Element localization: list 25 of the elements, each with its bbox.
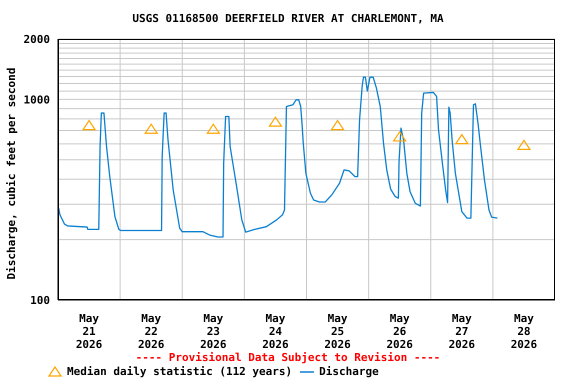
- x-tick-label: May 28 2026: [510, 312, 538, 351]
- point: [455, 134, 468, 144]
- point: [206, 124, 220, 134]
- x-tick-label: May 22 2026: [138, 312, 165, 351]
- x-tick-label: May 24 2026: [262, 312, 290, 351]
- legend-label: Discharge: [319, 365, 379, 378]
- x-tick-label: May 26 2026: [386, 312, 414, 351]
- text: ---- Provisional Data Subject to Revision ----: [134, 351, 442, 364]
- point: [517, 140, 531, 150]
- y-tick-label: 1000: [24, 93, 50, 106]
- point: [268, 116, 282, 127]
- line-series: [58, 76, 498, 238]
- point: [330, 120, 344, 130]
- point: [144, 124, 158, 134]
- point: [393, 131, 406, 142]
- chart-title: USGS 01168500 DEERFIELD RIVER AT CHARLEMONT, MA: [131, 12, 445, 25]
- y-tick-label: 100: [30, 294, 50, 307]
- y-tick-label: 2000: [24, 32, 50, 46]
- x-tick-label: May 25 2026: [324, 312, 352, 351]
- x-tick-label: May 23 2026: [200, 312, 227, 351]
- y-axis-title: Discharge, cubic feet per second: [4, 68, 18, 280]
- legend-label: Median daily statistic (112 years): [67, 365, 292, 378]
- x-tick-label: May 27 2026: [448, 312, 476, 351]
- point: [82, 120, 96, 130]
- x-tick-label: May 21 2026: [76, 312, 103, 351]
